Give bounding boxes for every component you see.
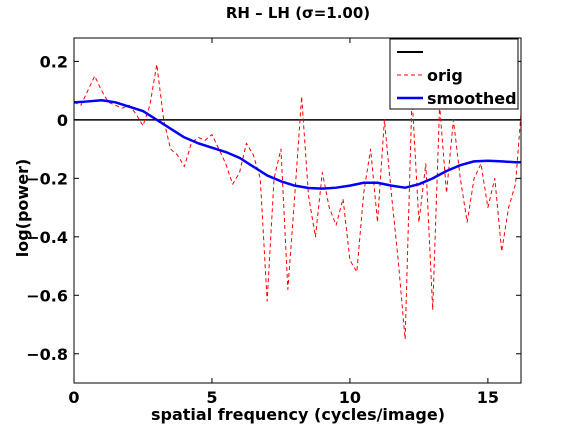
- legend-label: smoothed: [427, 89, 517, 108]
- y-tick-label: 0: [57, 111, 68, 130]
- x-axis-label: spatial frequency (cycles/image): [151, 405, 445, 424]
- y-tick-label: −0.2: [26, 169, 68, 188]
- orig-series-line: [74, 63, 521, 340]
- y-tick-label: −0.6: [26, 286, 68, 305]
- y-tick-label: −0.8: [26, 345, 68, 364]
- series-group: [74, 63, 521, 340]
- y-axis-label: log(power): [13, 159, 32, 258]
- plot-area: [74, 63, 521, 340]
- x-tick-label: 10: [339, 388, 361, 407]
- y-tick-label: 0.2: [40, 52, 68, 71]
- x-tick-label: 0: [68, 388, 79, 407]
- smoothed-series-line: [74, 99, 521, 190]
- chart-title: RH – LH (σ=1.00): [226, 4, 370, 22]
- x-tick-label: 15: [477, 388, 499, 407]
- axes-box: [73, 37, 522, 384]
- legend-label: orig: [427, 66, 463, 85]
- x-tick-label: 5: [206, 388, 217, 407]
- legend: orig smoothed: [389, 38, 519, 110]
- y-tick-label: −0.4: [26, 228, 68, 247]
- axes: 0 5 10 15 0.2 0 −0.2 −0.4 −0.6 −0.8: [26, 37, 522, 407]
